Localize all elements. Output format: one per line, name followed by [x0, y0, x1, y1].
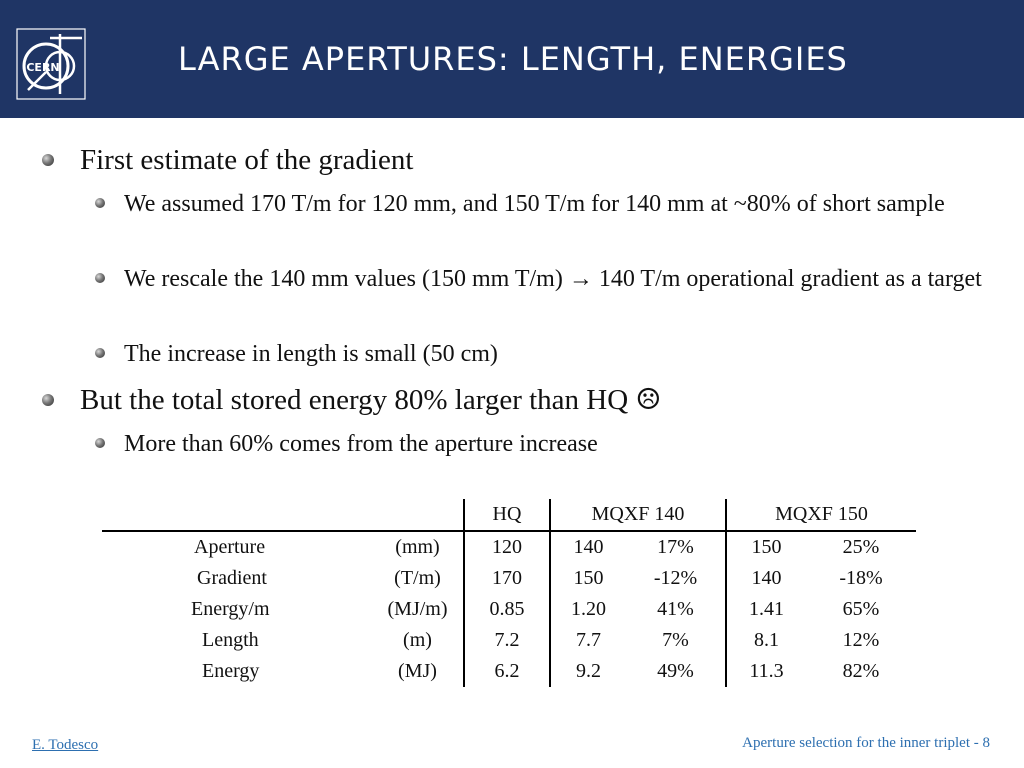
- cern-logo: CERN: [16, 28, 86, 100]
- bullet-icon: [95, 273, 105, 283]
- svg-text:CERN: CERN: [26, 61, 59, 74]
- table-cell: 170: [463, 563, 550, 594]
- table-cell: 140: [725, 563, 806, 594]
- table-cell: Energy/m: [191, 598, 270, 620]
- table-cell: 12%: [842, 629, 880, 651]
- table-cell: (mm): [395, 536, 440, 558]
- table-cell: 7.7: [549, 625, 626, 656]
- table-header-row: HQ MQXF 140 MQXF 150: [102, 499, 916, 532]
- page-info: Aperture selection for the inner triplet…: [742, 735, 990, 751]
- table-cell: Length: [202, 629, 259, 651]
- slide-title: Large apertures: length, energies: [178, 40, 848, 78]
- table-row: Length (m) 7.2 7.7 7% 8.1 12%: [102, 625, 916, 656]
- table-header-cell: MQXF 150: [725, 499, 916, 532]
- table-cell: 41%: [657, 598, 694, 620]
- bullet-icon: [95, 348, 105, 358]
- table-cell: 150: [549, 563, 626, 594]
- table-cell: 150: [725, 531, 806, 563]
- header-bar: CERN Large apertures: length, energies: [0, 0, 1024, 118]
- bullet-level-2: More than 60% comes from the aperture in…: [95, 427, 1004, 461]
- table-row: Energy (MJ) 6.2 9.2 49% 11.3 82%: [102, 656, 916, 687]
- table-cell: (MJ): [398, 660, 437, 682]
- table-cell: Aperture: [194, 536, 266, 558]
- bullet-icon: [95, 438, 105, 448]
- table-cell: 120: [463, 531, 550, 563]
- bullet-text: We assumed 170 T/m for 120 mm, and 150 T…: [124, 191, 945, 217]
- table-cell: 25%: [842, 536, 880, 558]
- table-cell: 1.20: [549, 594, 626, 625]
- bullet-level-2: We assumed 170 T/m for 120 mm, and 150 T…: [95, 187, 1004, 221]
- table-cell: 6.2: [463, 656, 550, 687]
- table-row: Energy/m (MJ/m) 0.85 1.20 41% 1.41 65%: [102, 594, 916, 625]
- table-cell: 7%: [662, 629, 689, 651]
- bullet-icon: [42, 394, 54, 406]
- table-cell: (T/m): [394, 567, 441, 589]
- bullet-level-2: We rescale the 140 mm values (150 mm T/m…: [95, 262, 1004, 296]
- table-cell: -12%: [653, 567, 698, 589]
- table-cell: (m): [403, 629, 432, 651]
- table-cell: 9.2: [549, 656, 626, 687]
- table-cell: Gradient: [197, 567, 267, 589]
- bullet-icon: [42, 154, 54, 166]
- table-cell: 49%: [657, 660, 694, 682]
- comparison-table: HQ MQXF 140 MQXF 150 Aperture (mm) 120 1…: [102, 499, 916, 687]
- bullet-level-2: The increase in length is small (50 cm): [95, 337, 1004, 371]
- table-cell: 1.41: [725, 594, 806, 625]
- table-header-cell: [372, 499, 464, 532]
- table-cell: 11.3: [725, 656, 806, 687]
- bullet-text: First estimate of the gradient: [80, 144, 414, 176]
- bullet-text: More than 60% comes from the aperture in…: [124, 431, 598, 457]
- bullet-level-1: But the total stored energy 80% larger t…: [42, 383, 662, 417]
- table-cell: 65%: [842, 598, 880, 620]
- bullet-level-1: First estimate of the gradient: [42, 143, 414, 177]
- bullet-text: We rescale the 140 mm values (150 mm T/m…: [124, 266, 982, 292]
- table-header-cell: HQ: [463, 499, 550, 532]
- table-row: Aperture (mm) 120 140 17% 150 25%: [102, 531, 916, 563]
- table-row: Gradient (T/m) 170 150 -12% 140 -18%: [102, 563, 916, 594]
- table-cell: 0.85: [463, 594, 550, 625]
- bullet-text: But the total stored energy 80% larger t…: [80, 384, 662, 416]
- table-cell: -18%: [839, 567, 883, 589]
- bullet-text: The increase in length is small (50 cm): [124, 341, 498, 367]
- table-cell: 7.2: [463, 625, 550, 656]
- table-cell: 17%: [657, 536, 694, 558]
- bullet-icon: [95, 198, 105, 208]
- table-cell: (MJ/m): [387, 598, 448, 620]
- table-header-cell: MQXF 140: [549, 499, 726, 532]
- table-cell: 8.1: [725, 625, 806, 656]
- author-link[interactable]: E. Todesco: [32, 737, 99, 753]
- table-cell: 82%: [842, 660, 880, 682]
- table-cell: Energy: [202, 660, 260, 682]
- table-cell: 140: [549, 531, 626, 563]
- table-header-cell: [102, 499, 372, 532]
